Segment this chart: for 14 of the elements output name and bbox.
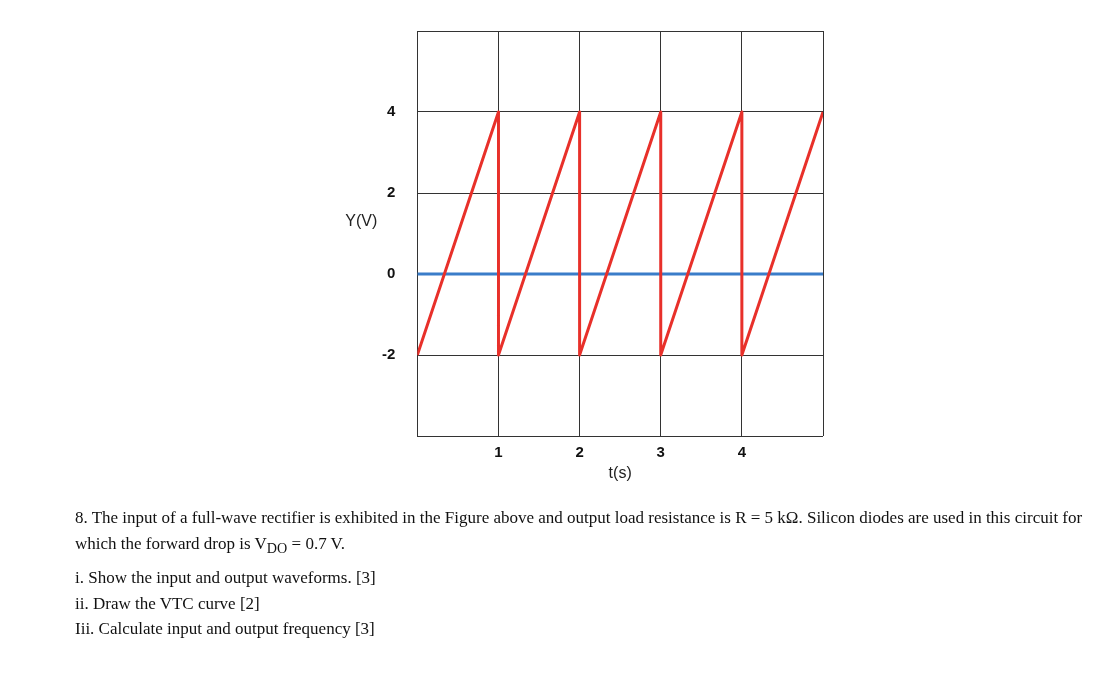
y-tick-label: -2 <box>381 345 396 363</box>
text: 8. The input of a full-wave rectifier is exhibited in the Figure above and output load resistance is R = 5 kΩ. Silicon diodes are used in this circuit for which the forward drop is V$_{DO}$ = 0.7 V. <box>75 507 1084 558</box>
y-tick-label: 2 <box>386 183 396 201</box>
x-tick-label: 3 <box>656 443 665 461</box>
x-tick-label: 1 <box>494 443 503 461</box>
y-tick-label: 4 <box>386 102 396 120</box>
x-tick-label: 2 <box>575 443 584 461</box>
y-axis-title: Y(V) <box>345 211 378 229</box>
text: Iii. Calculate input and output frequency [3] <box>75 618 376 641</box>
x-tick-label: 4 <box>737 443 747 461</box>
text: ii. Draw the VTC curve [2] <box>75 592 261 615</box>
x-axis-title: t(s) <box>608 464 632 482</box>
y-tick-label: 0 <box>386 264 396 282</box>
text: i. Show the input and output waveforms. [3] <box>75 567 377 590</box>
